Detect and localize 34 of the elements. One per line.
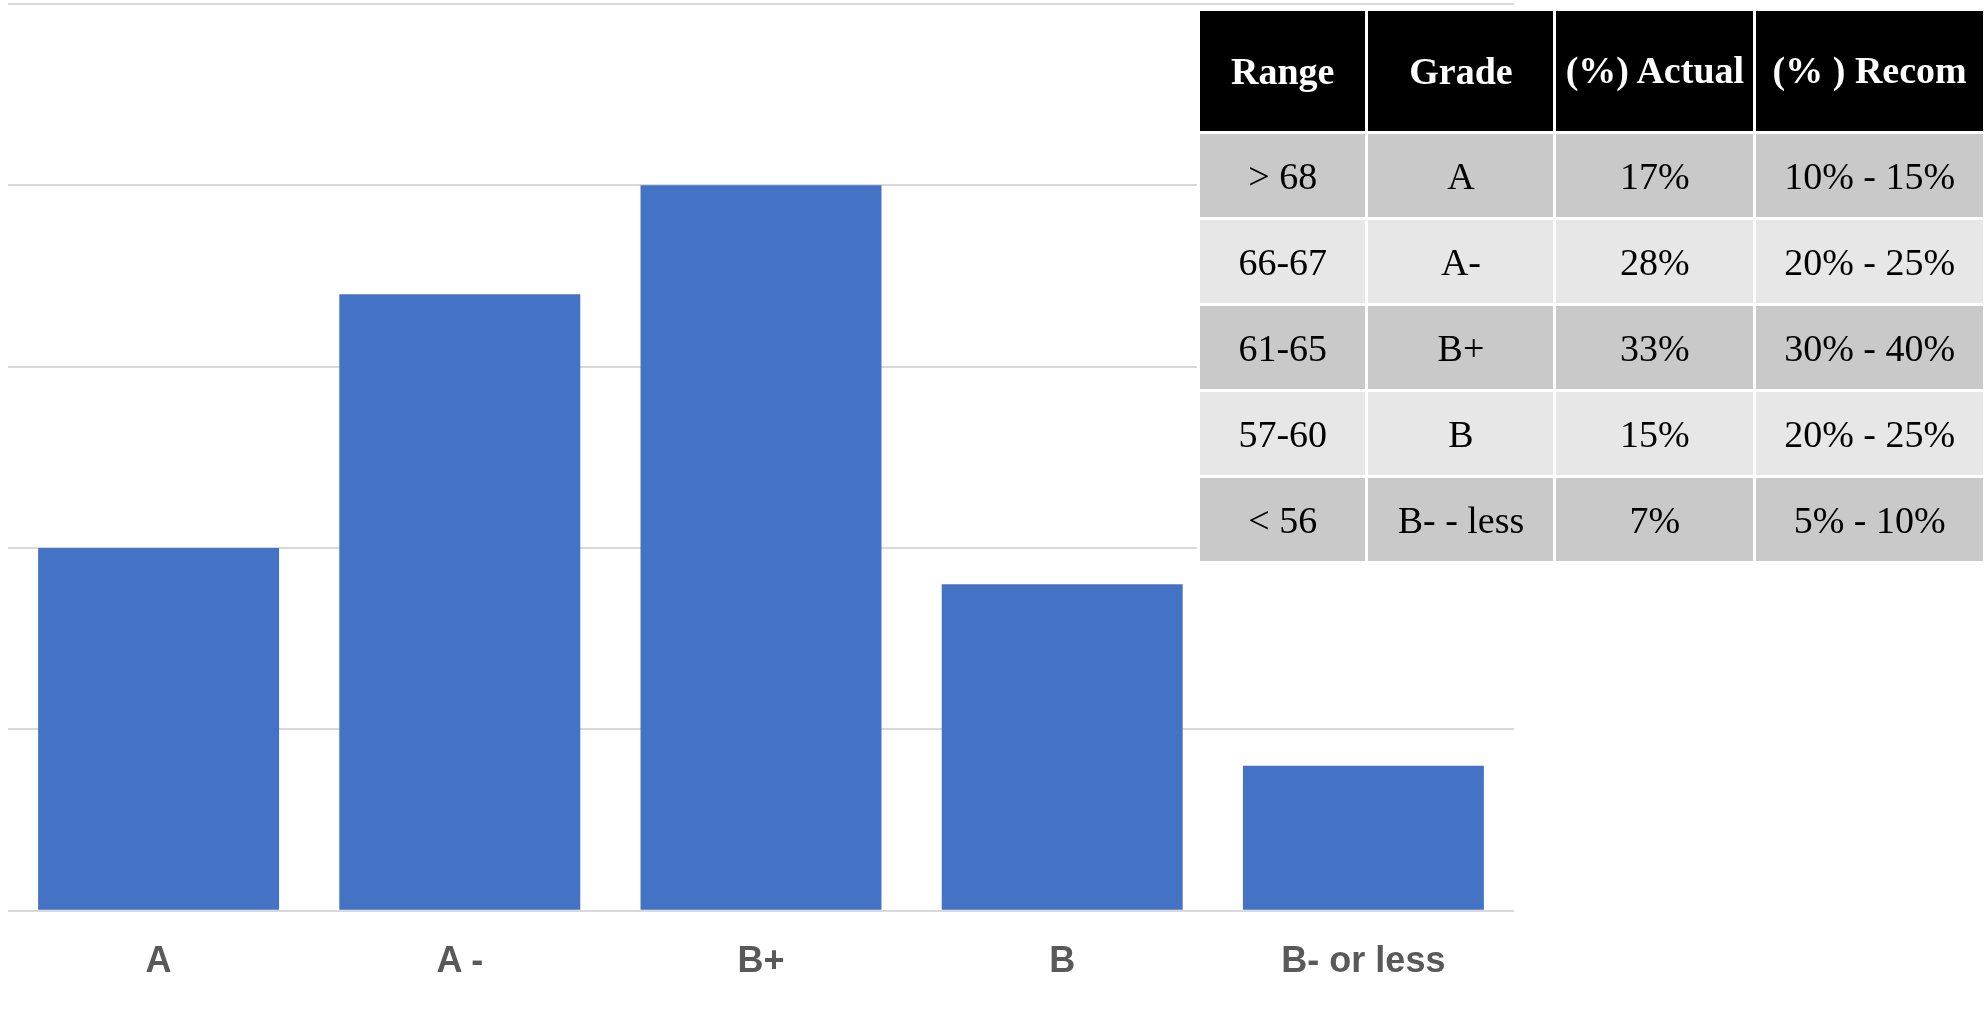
x-tick-label: A — [145, 939, 172, 981]
text: (%) Actual — [1554, 9, 1755, 133]
annotation: 57-60 — [1198, 390, 1367, 477]
text: Range — [1198, 9, 1367, 133]
annotation: > 68 — [1198, 132, 1367, 219]
text: 33% — [1554, 304, 1755, 391]
text: 20% - 25% — [1754, 218, 1985, 305]
bar — [640, 185, 882, 910]
annotation: B — [1366, 390, 1555, 477]
text: 17% — [1554, 132, 1755, 219]
bar — [339, 294, 581, 910]
text: 5% - 10% — [1754, 476, 1985, 563]
annotation: B- - less — [1366, 476, 1555, 563]
text: 15% — [1554, 390, 1755, 477]
annotation: < 56 — [1198, 476, 1367, 563]
x-tick-label: B+ — [737, 939, 785, 981]
text: 28% — [1554, 218, 1755, 305]
bar — [38, 548, 280, 910]
text: (% ) Recom — [1754, 9, 1985, 133]
text: 30% - 40% — [1754, 304, 1985, 391]
text: 20% - 25% — [1754, 390, 1985, 477]
annotation: A — [1366, 132, 1555, 219]
text: 7% — [1554, 476, 1755, 563]
bar — [1242, 765, 1484, 910]
annotation: 66-67 — [1198, 218, 1367, 305]
text: 10% - 15% — [1754, 132, 1985, 219]
x-tick-label: A - — [436, 939, 484, 981]
x-tick-label: B — [1049, 939, 1076, 981]
bar — [941, 584, 1183, 910]
annotation: B+ — [1366, 304, 1555, 391]
x-tick-label: B- or less — [1281, 939, 1446, 981]
annotation: 61-65 — [1198, 304, 1367, 391]
text: Grade — [1366, 9, 1555, 133]
annotation: A- — [1366, 218, 1555, 305]
